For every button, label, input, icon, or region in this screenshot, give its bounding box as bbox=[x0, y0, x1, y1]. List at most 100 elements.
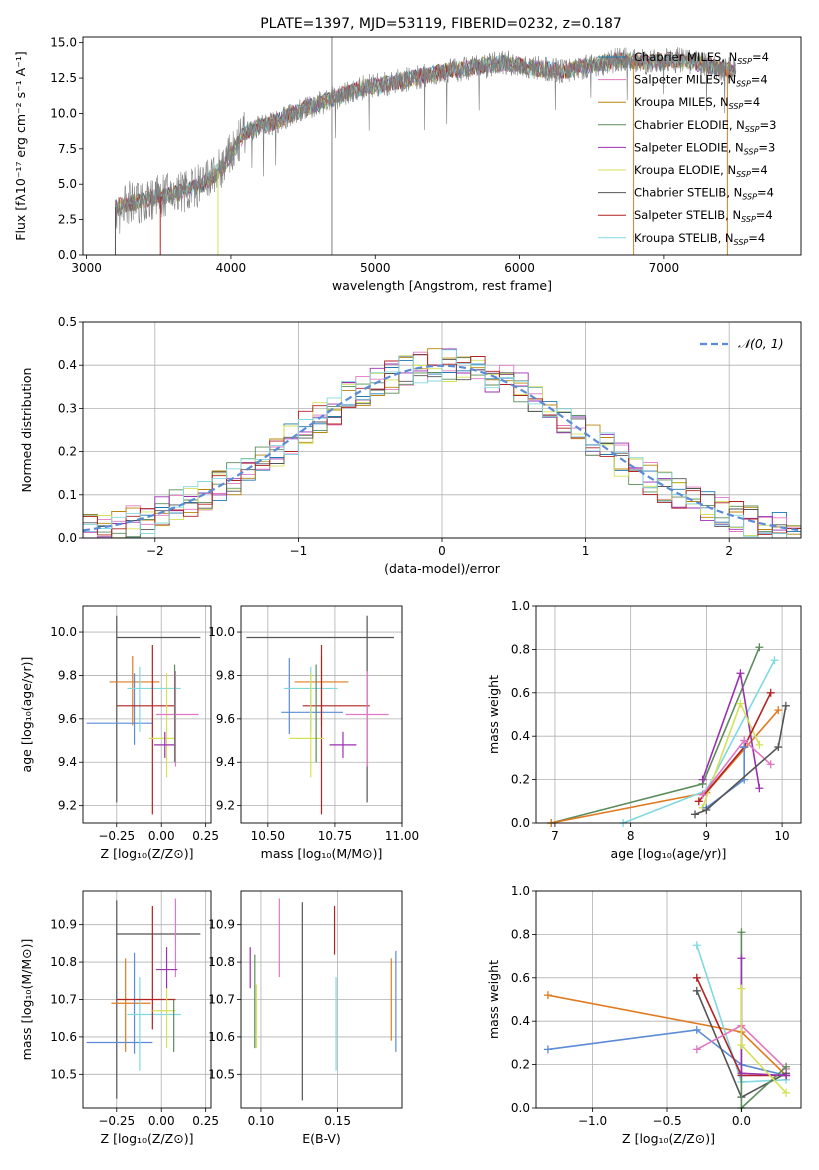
error-bar-point bbox=[246, 615, 394, 803]
plot-frame bbox=[82, 890, 212, 1109]
y-tick-label: 10.9 bbox=[50, 918, 77, 932]
plot-area-mass_vs_ebv bbox=[249, 898, 397, 1101]
plot-area-residuals bbox=[82, 348, 802, 539]
weight-marker bbox=[692, 986, 701, 995]
y-tick-label: 9.8 bbox=[58, 668, 77, 682]
legend-label-subscript: SSP bbox=[742, 193, 757, 202]
x-tick-label: 8 bbox=[627, 829, 635, 843]
x-tick-label: −0.25 bbox=[98, 829, 135, 843]
y-tick-label: 0.0 bbox=[511, 1101, 530, 1115]
weight-marker bbox=[737, 984, 746, 993]
error-bar-point bbox=[152, 984, 176, 1049]
plot-area-weight_vs_Z bbox=[543, 928, 791, 1112]
legend-label-subscript: SSP bbox=[736, 170, 751, 179]
plot-frame bbox=[535, 890, 802, 1109]
y-tick-label: 0.8 bbox=[511, 927, 530, 941]
x-axis-label: mass [log₁₀(M/M⊙)] bbox=[261, 846, 383, 861]
legend-label-text: Salpeter ELODIE, N bbox=[634, 140, 744, 154]
legend-label-text: Chabrier STELIB, N bbox=[634, 186, 742, 200]
error-bar-point bbox=[127, 977, 181, 1071]
weight-marker bbox=[774, 706, 783, 715]
error-bar-point bbox=[116, 905, 176, 1030]
legend-label-tail: =4 bbox=[743, 95, 760, 109]
x-tick-label: −2 bbox=[146, 544, 164, 558]
y-tick-label: 1.0 bbox=[511, 884, 530, 898]
y-tick-label: 0.8 bbox=[511, 642, 530, 656]
plot-area-spectrum bbox=[114, 37, 737, 255]
x-tick-label: 5000 bbox=[360, 261, 391, 275]
axes-age_vs_Z: −0.25 0.00 0.25 9.2 9.4 9.6 9.8 10.0 Z [log₁₀(Z/… bbox=[19, 605, 219, 861]
error-bar-point bbox=[111, 958, 151, 1052]
x-tick-label: 0.25 bbox=[192, 829, 219, 843]
weight-marker bbox=[543, 1045, 552, 1054]
y-tick-label: 10.0 bbox=[50, 625, 77, 639]
x-tick-label: −0.25 bbox=[98, 1114, 135, 1128]
weight-marker bbox=[737, 1041, 746, 1050]
x-tick-label: 2 bbox=[725, 544, 733, 558]
x-axis-label: E(B-V) bbox=[302, 1131, 341, 1146]
x-tick-label: 9 bbox=[703, 829, 711, 843]
legend-entry-label: Salpeter MILES, NSSP=4 bbox=[634, 73, 768, 89]
y-tick-label: 10.8 bbox=[208, 955, 235, 969]
weight-line bbox=[694, 705, 787, 816]
legend-entry-label: Chabrier STELIB, NSSP=4 bbox=[634, 186, 774, 202]
chart-title: PLATE=1397, MJD=53119, FIBERID=0232, z=0… bbox=[260, 16, 622, 32]
x-axis-label: Z [log₁₀(Z/Z⊙)] bbox=[101, 1131, 194, 1146]
legend-entry-label: Chabrier MILES, NSSP=4 bbox=[634, 50, 769, 66]
x-tick-label: 3000 bbox=[71, 261, 102, 275]
weight-marker bbox=[782, 1062, 791, 1071]
x-tick-label: 0.0 bbox=[732, 1114, 751, 1128]
y-tick-label: 0.2 bbox=[511, 1058, 530, 1072]
y-tick-label: 10.6 bbox=[50, 1030, 77, 1044]
weight-marker bbox=[740, 743, 749, 752]
y-tick-label: 10.5 bbox=[50, 1067, 77, 1081]
y-axis-label: Flux [fλ10⁻¹⁷ erg cm⁻² s⁻¹ A⁻¹] bbox=[13, 51, 28, 240]
y-tick-label: 9.2 bbox=[216, 799, 235, 813]
y-tick-label: 0.0 bbox=[511, 816, 530, 830]
legend-entry-label: Salpeter ELODIE, NSSP=3 bbox=[634, 140, 775, 156]
y-tick-label: 9.4 bbox=[216, 755, 235, 769]
y-tick-label: 9.2 bbox=[58, 799, 77, 813]
weight-marker bbox=[737, 928, 746, 937]
weight-marker bbox=[782, 1071, 791, 1080]
y-tick-label: 0.0 bbox=[58, 248, 77, 262]
plot-frame bbox=[535, 605, 802, 824]
y-tick-label: 0.4 bbox=[58, 358, 77, 372]
y-tick-label: 1.0 bbox=[511, 599, 530, 613]
x-axis-label: Z [log₁₀(Z/Z⊙)] bbox=[101, 846, 194, 861]
y-tick-label: 9.8 bbox=[216, 668, 235, 682]
y-tick-label: 10.0 bbox=[208, 625, 235, 639]
legend-entry-label: Chabrier ELODIE, NSSP=3 bbox=[634, 118, 776, 134]
axes-mass_vs_ebv: 0.10 0.15 10.5 10.6 10.7 10.8 10.9 E(B-V) bbox=[208, 890, 403, 1146]
y-axis-label: mass weight bbox=[486, 675, 501, 754]
y-tick-label: 10.7 bbox=[50, 993, 77, 1007]
legend-label-subscript: SSP bbox=[744, 147, 759, 156]
weight-line bbox=[740, 958, 787, 1077]
weight-marker bbox=[543, 991, 552, 1000]
weight-marker bbox=[736, 699, 745, 708]
weight-marker bbox=[737, 1069, 746, 1078]
x-tick-label: 0.00 bbox=[148, 1114, 175, 1128]
y-tick-label: 0.4 bbox=[511, 1014, 530, 1028]
y-tick-label: 15.0 bbox=[50, 36, 77, 50]
x-tick-label: 11.00 bbox=[385, 829, 419, 843]
y-tick-label: 10.7 bbox=[208, 993, 235, 1007]
axes-residuals: −2 −1 0 1 2 0.0 0.1 0.2 0.3 0.4 0.5 (data-model)/er… bbox=[19, 315, 802, 576]
y-tick-label: 10.5 bbox=[208, 1067, 235, 1081]
weight-marker bbox=[702, 805, 711, 814]
error-bar-point bbox=[329, 731, 357, 758]
weight-marker bbox=[774, 743, 783, 752]
y-tick-label: 0.2 bbox=[58, 445, 77, 459]
legend-label-tail: =4 bbox=[757, 186, 774, 200]
plot-area-mass_vs_Z bbox=[86, 898, 201, 1099]
weight-series bbox=[547, 706, 783, 827]
plot-frame bbox=[240, 605, 403, 824]
x-tick-label: −1 bbox=[290, 544, 308, 558]
y-tick-label: 0.2 bbox=[511, 773, 530, 787]
y-tick-label: 12.5 bbox=[50, 71, 77, 85]
y-tick-label: 10.0 bbox=[50, 106, 77, 120]
y-axis-label: mass [log₁₀(M/M⊙)] bbox=[19, 939, 34, 1061]
y-tick-label: 5.0 bbox=[58, 177, 77, 191]
weight-series bbox=[737, 954, 791, 1080]
weight-series bbox=[698, 669, 764, 793]
